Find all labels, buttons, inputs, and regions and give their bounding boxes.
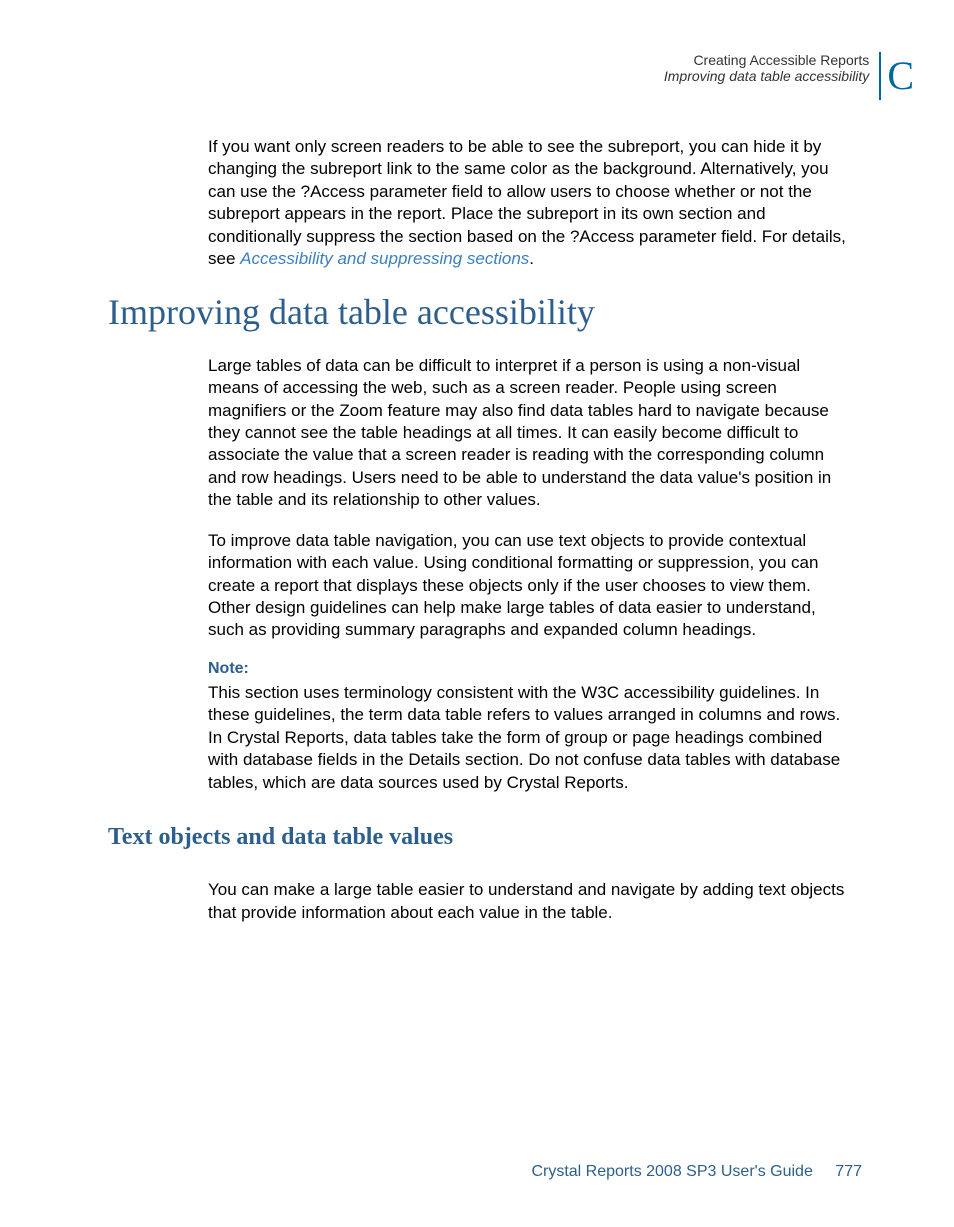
intro-paragraph: If you want only screen readers to be ab… — [208, 136, 854, 271]
intro-text-tail: . — [529, 249, 534, 268]
appendix-indicator: C — [879, 52, 914, 100]
accessibility-link[interactable]: Accessibility and suppressing sections — [240, 249, 529, 268]
paragraph-2: To improve data table navigation, you ca… — [208, 530, 854, 642]
page-header: Creating Accessible Reports Improving da… — [0, 0, 954, 100]
note-body: This section uses terminology consistent… — [208, 682, 854, 794]
footer-page-number: 777 — [835, 1163, 862, 1180]
footer-guide-title: Crystal Reports 2008 SP3 User's Guide — [531, 1163, 812, 1180]
header-text-block: Creating Accessible Reports Improving da… — [664, 52, 869, 84]
chapter-title: Creating Accessible Reports — [664, 52, 869, 68]
appendix-letter: C — [887, 56, 914, 96]
paragraph-3: You can make a large table easier to und… — [208, 879, 854, 924]
section-title: Improving data table accessibility — [664, 68, 869, 84]
note-label: Note: — [208, 660, 854, 678]
sub-heading: Text objects and data table values — [108, 824, 854, 851]
body-content: If you want only screen readers to be ab… — [0, 100, 954, 924]
vertical-bar-icon — [879, 52, 881, 100]
paragraph-1: Large tables of data can be difficult to… — [208, 355, 854, 512]
page-footer: Crystal Reports 2008 SP3 User's Guide 77… — [531, 1163, 862, 1181]
main-heading: Improving data table accessibility — [108, 291, 854, 333]
